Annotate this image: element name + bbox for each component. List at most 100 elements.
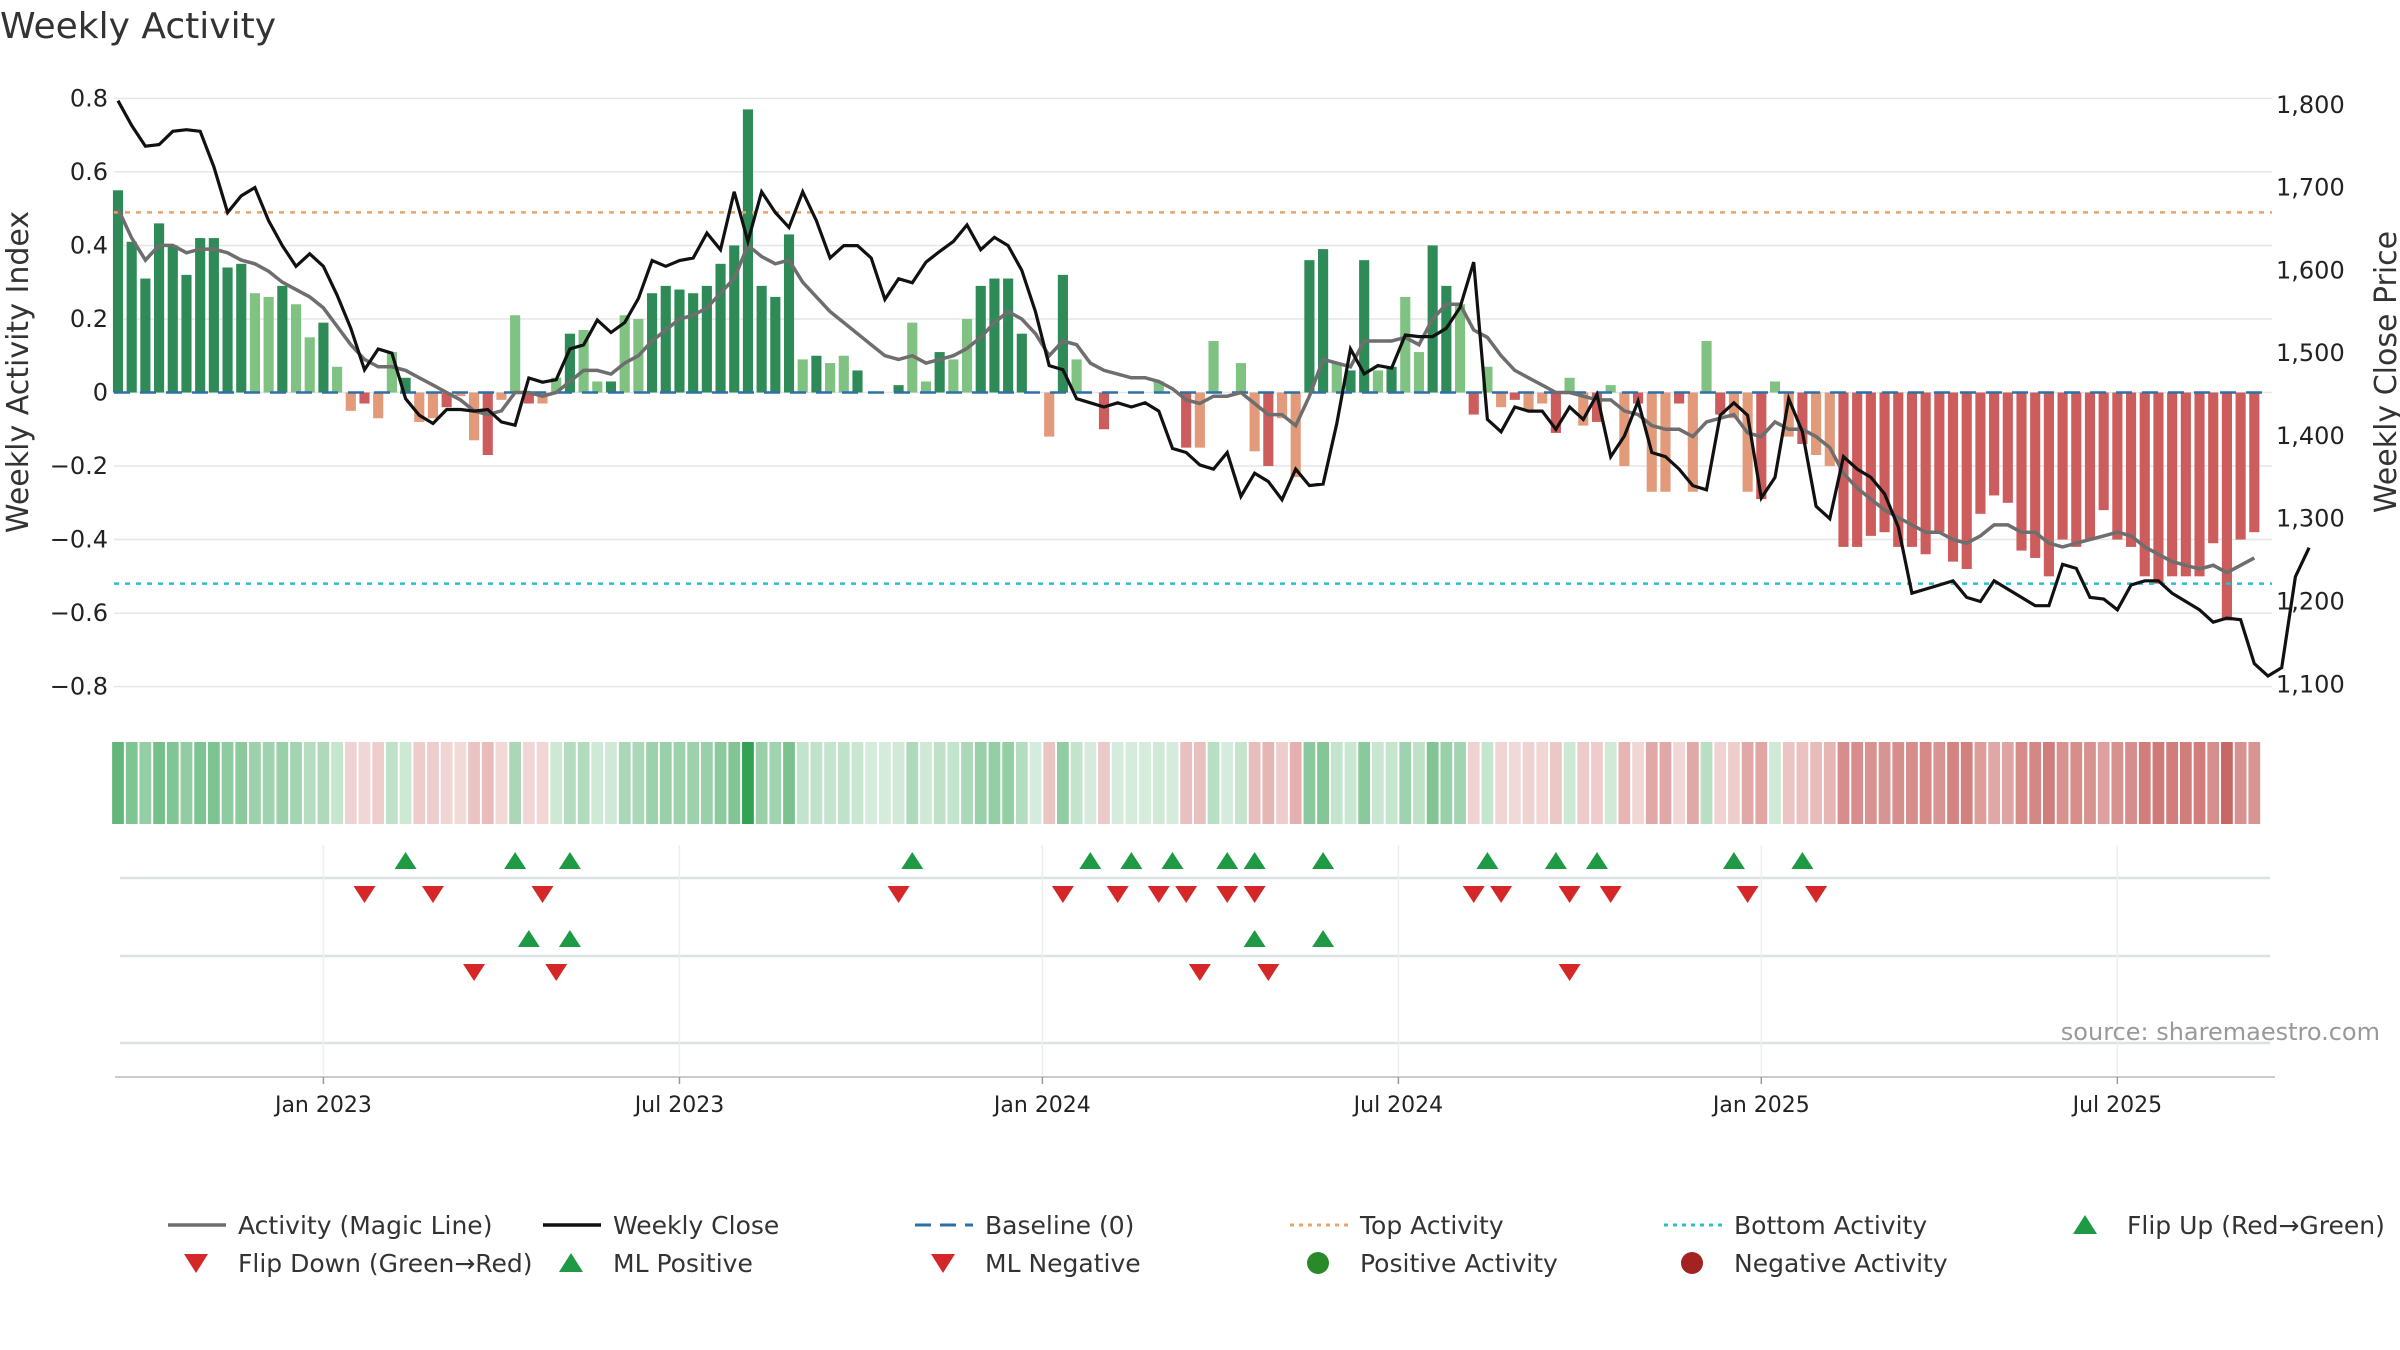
activity-bar [510,315,521,393]
heat-strip-cell [646,742,658,824]
heat-strip-cell [180,742,193,824]
y2-tick-label: 1,700 [2276,174,2345,202]
heat-strip-cell [1043,742,1056,824]
flip-markers-panel [120,852,2270,903]
heat-strip-cell [1399,742,1412,824]
legend-swatch [931,1254,955,1273]
activity-bar [195,238,206,393]
flip-up-marker [1216,852,1239,869]
ml-positive-marker [517,930,540,947]
heat-strip-cell [714,742,727,824]
legend-label: Positive Activity [1360,1249,1558,1278]
activity-bar [961,318,973,393]
activity-bar [578,330,589,393]
flip-down-marker [1175,886,1198,903]
activity-heat-strip [112,742,2261,824]
heat-strip-cell [1029,742,1042,824]
heat-strip-cell [1371,742,1384,824]
heat-strip-cell [605,742,617,824]
y2-axis-ticks: 1,800 1,700 1,600 1,500 1,400 1,300 1,200 1,100 [2276,91,2345,698]
heat-strip-cell [687,742,700,824]
heat-strip-cell [468,742,480,824]
activity-bar [551,377,562,393]
flip-up-marker [558,852,581,869]
y2-tick-label: 1,500 [2276,339,2345,367]
heat-strip-cell [673,742,686,824]
ml-negative-marker [545,964,568,981]
flip-down-marker [1462,886,1485,903]
heat-strip-cell [2234,742,2247,824]
heat-strip-cell [1864,742,1877,824]
activity-bar [797,359,808,393]
activity-bar [249,293,261,393]
heat-strip-cell [153,742,165,824]
heat-strip-cell [454,742,467,824]
y2-tick-label: 1,600 [2276,256,2345,284]
heat-strip-cell [1550,742,1562,824]
heat-strip-cell [1166,742,1179,824]
legend-label: ML Positive [613,1249,753,1278]
activity-bar [1400,296,1411,393]
y2-tick-label: 1,400 [2276,422,2345,450]
y-tick-label: 0.6 [70,158,108,186]
flip-down-marker [1599,886,1622,903]
heat-strip-cell [303,742,316,824]
activity-bar [770,296,781,393]
activity-bar [1318,249,1329,393]
activity-bar [468,392,480,441]
activity-bar [345,392,356,411]
heat-strip-cell [1070,742,1083,824]
activity-bar [1509,392,1520,400]
flip-up-marker [1544,852,1567,869]
activity-bar [1893,392,1904,547]
heat-strip-cell [2152,742,2165,824]
heat-strip-cell [1057,742,1069,824]
activity-bar [592,381,603,393]
heat-strip-cell [1385,742,1398,824]
heat-strip-cell [1495,742,1508,824]
legend-label: Activity (Magic Line) [238,1211,492,1240]
heat-strip-cell [1878,742,1891,824]
heat-strip-cell [2097,742,2110,824]
legend-swatch [559,1253,583,1272]
x-tick-label: Jan 2024 [992,1093,1091,1118]
flip-up-marker [1791,852,1814,869]
activity-bar [1386,366,1397,393]
activity-bar [1660,392,1671,492]
activity-bar [2057,392,2068,540]
activity-bar [1003,278,1014,393]
heat-strip-cell [1221,742,1234,824]
activity-bar [920,381,932,393]
heat-strip-cell [659,742,672,824]
heat-strip-cell [1002,742,1015,824]
activity-bar [1181,392,1192,448]
y-tick-label: −0.4 [50,526,108,554]
ml-negative-marker [1188,964,1211,981]
activity-bar [1865,392,1876,536]
activity-bar [1619,392,1630,467]
heat-strip-cell [2248,742,2261,824]
legend-label: Bottom Activity [1734,1211,1927,1240]
chart-title: Weekly Activity [0,6,276,47]
heat-strip-cell [536,742,549,824]
x-axis-ticks: Jan 2023 Jul 2023 Jan 2024 Jul 2024 Jan 2025… [115,845,2275,1118]
flip-up-marker [1161,852,1184,869]
heat-strip-cell [1289,742,1302,824]
y-axis-label: Weekly Activity Index [1,211,36,533]
heat-strip-cell [1125,742,1138,824]
heat-strip-cell [1686,742,1699,824]
heat-strip-cell [2001,742,2014,824]
heat-strip-cell [1851,742,1864,824]
flip-down-marker [1216,886,1239,903]
activity-bar [660,285,671,393]
activity-bar [2084,392,2096,540]
activity-bar [838,355,849,393]
heat-strip-cell [961,742,973,824]
heat-strip-cell [331,742,343,824]
heat-strip-cell [1837,742,1850,824]
activity-bar [1947,392,1959,562]
activity-bar [1468,392,1479,415]
activity-bar [2139,392,2150,577]
activity-bar [1249,392,1260,452]
activity-bar [1276,392,1288,419]
